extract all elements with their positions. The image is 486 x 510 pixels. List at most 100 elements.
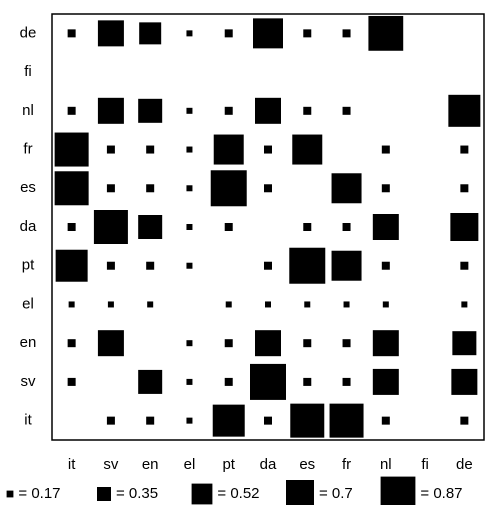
cell-square [186,224,193,230]
cell-square [342,106,351,115]
row-label: da [20,218,37,235]
cell-square [67,29,76,38]
cell-square [225,301,232,308]
cell-square [460,261,469,270]
cell-square [329,403,364,438]
cell-square [461,301,468,308]
cell-square [265,301,271,308]
cell-square [303,339,312,348]
row-label: pt [22,257,35,274]
column-label: de [456,456,473,473]
cell-square [460,184,469,193]
cell-square [331,250,362,281]
cell-square [372,214,399,240]
cell-square [342,339,351,348]
cell-square [264,184,272,193]
cell-square [93,210,128,244]
cell-square [54,171,89,206]
legend-label: = 0.87 [420,485,462,502]
cell-square [303,29,312,38]
cell-square [147,301,154,308]
cell-square [97,330,124,357]
cell-square [186,378,193,385]
cell-square [106,145,115,154]
cell-square [382,301,389,308]
legend-square [191,483,213,505]
cell-square [343,301,350,308]
column-label: sv [103,456,119,473]
cell-square [451,368,478,395]
cell-square [186,417,193,424]
cell-square [107,301,114,308]
row-label: it [24,412,32,429]
cell-square [342,29,351,38]
cell-square [303,377,312,386]
cell-square [450,213,479,241]
column-label: nl [380,456,392,473]
cell-square [138,369,163,394]
cell-square [253,18,283,49]
cell-square [186,340,193,347]
row-label: en [20,334,37,351]
column-label: da [260,456,277,473]
cell-square [292,134,323,165]
cell-square [67,106,76,115]
cell-square [264,145,272,154]
cell-square [342,223,351,231]
cell-square [55,249,88,282]
cell-square [255,330,281,357]
row-label: nl [22,102,34,119]
cell-square [224,377,233,386]
cell-square [304,301,311,308]
column-label: it [68,456,76,473]
row-label: fi [24,63,32,80]
row-label: de [20,24,37,41]
cell-square [139,22,162,45]
legend-square [286,480,314,508]
cell-square [224,223,233,231]
cell-square [224,339,233,348]
row-label: es [20,179,36,196]
cell-square [213,134,244,165]
cell-square [68,301,75,308]
legend-label: = 0.52 [217,485,259,502]
legend-square [380,476,416,510]
cell-square [381,145,390,154]
plot-frame [51,13,485,441]
cell-square [303,106,312,115]
cell-square [146,416,155,425]
cell-square [186,185,193,192]
column-label: pt [222,456,235,473]
column-label: el [184,456,196,473]
cell-square [290,403,325,438]
cell-square [331,173,362,204]
row-label: el [22,295,34,312]
cell-square [460,145,469,154]
legend-square [97,487,111,501]
cell-square [67,339,76,348]
cell-square [210,170,247,207]
legend-label: = 0.17 [18,485,60,502]
cell-square [303,223,312,231]
cell-square [138,98,163,123]
cell-square [452,331,477,356]
cell-square [146,145,155,154]
column-label: en [142,456,159,473]
row-label: sv [21,373,37,390]
cell-square [67,377,76,386]
cell-square [186,146,193,153]
cell-square [186,30,193,37]
legend-label: = 0.7 [319,485,353,502]
cell-square [106,261,115,270]
cell-square [186,107,193,114]
cell-square [250,363,286,400]
legend-square [6,490,14,498]
cell-square [67,223,76,231]
cell-square [186,262,193,269]
column-label: fr [342,456,351,473]
cell-square [54,132,89,167]
legend-label: = 0.35 [116,485,158,502]
cell-square [138,215,163,239]
cell-square [372,330,399,357]
cell-square [460,416,469,425]
